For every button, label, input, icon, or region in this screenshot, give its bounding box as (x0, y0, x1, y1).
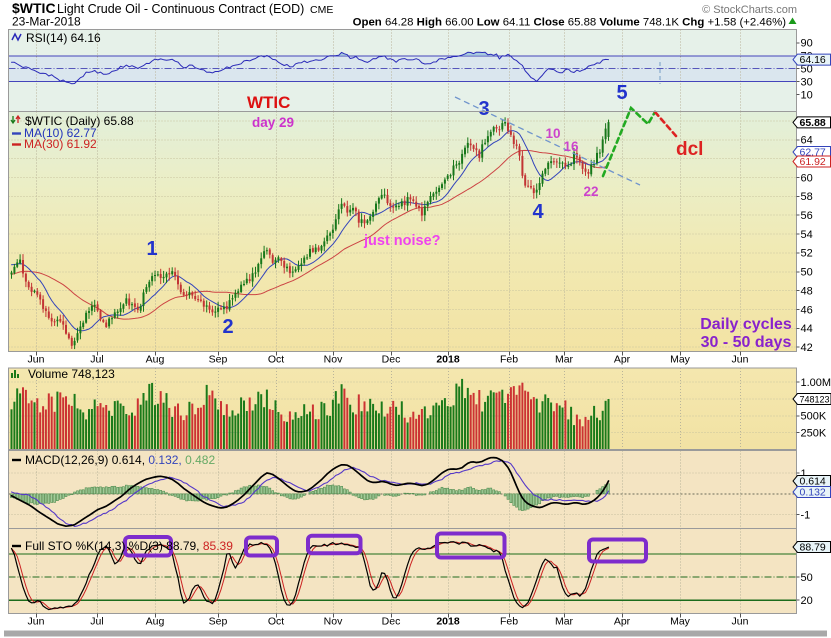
svg-text:Apr: Apr (614, 354, 631, 366)
svg-text:46: 46 (801, 304, 813, 316)
svg-text:1: 1 (146, 238, 157, 260)
svg-text:64.16: 64.16 (800, 54, 826, 66)
svg-text:Nov: Nov (324, 354, 343, 366)
svg-text:MA(30) 61.92: MA(30) 61.92 (24, 137, 97, 151)
svg-text:Feb: Feb (500, 616, 518, 628)
svg-text:3: 3 (478, 98, 489, 120)
svg-text:0.614: 0.614 (800, 476, 826, 488)
svg-text:16: 16 (563, 139, 579, 154)
svg-text:May: May (670, 354, 691, 366)
svg-text:Mar: Mar (555, 354, 574, 366)
svg-text:58: 58 (801, 191, 813, 203)
svg-text:Jul: Jul (90, 354, 103, 366)
svg-text:$WTIC: $WTIC (12, 0, 56, 16)
svg-text:0.132: 0.132 (800, 487, 826, 499)
svg-text:2018: 2018 (436, 354, 460, 366)
svg-text:1: 1 (801, 468, 807, 480)
svg-text:22: 22 (583, 184, 598, 199)
svg-text:Dec: Dec (382, 616, 401, 628)
svg-text:10: 10 (545, 126, 560, 141)
svg-text:Sep: Sep (209, 616, 228, 628)
svg-text:Oct: Oct (268, 616, 284, 628)
svg-text:2018: 2018 (436, 616, 460, 628)
svg-text:Jun: Jun (28, 616, 45, 628)
svg-text:748123: 748123 (800, 395, 830, 405)
svg-text:Aug: Aug (146, 616, 165, 628)
svg-text:© StockCharts.com: © StockCharts.com (702, 4, 797, 16)
svg-text:500K: 500K (801, 411, 827, 423)
svg-text:Jun: Jun (732, 354, 749, 366)
svg-text:10: 10 (801, 89, 813, 101)
svg-text:Light Crude Oil - Continuous C: Light Crude Oil - Continuous Contract (E… (57, 2, 304, 16)
svg-text:Mar: Mar (555, 616, 574, 628)
svg-text:Full STO %K(14,3) %D(3) 88.79,: Full STO %K(14,3) %D(3) 88.79, 85.39 (25, 539, 233, 553)
svg-text:Sep: Sep (209, 354, 228, 366)
svg-text:30 - 50 days: 30 - 50 days (701, 334, 792, 351)
svg-text:WTIC: WTIC (247, 93, 290, 112)
svg-text:Nov: Nov (324, 616, 343, 628)
svg-text:Dec: Dec (382, 354, 401, 366)
svg-text:$WTIC (Daily) 65.88: $WTIC (Daily) 65.88 (25, 114, 134, 128)
svg-text:88.79: 88.79 (800, 542, 826, 554)
svg-text:Jul: Jul (90, 616, 103, 628)
svg-text:Daily cycles: Daily cycles (700, 316, 792, 333)
svg-text:90: 90 (801, 38, 813, 50)
svg-text:MACD(12,26,9) 0.614, 0.132, 0.: MACD(12,26,9) 0.614, 0.132, 0.482 (25, 453, 215, 467)
svg-text:5: 5 (616, 82, 627, 104)
svg-text:52: 52 (801, 248, 813, 260)
svg-text:just noise?: just noise? (363, 233, 441, 249)
svg-text:Open 64.28 High 66.00 Low 64.1: Open 64.28 High 66.00 Low 64.11 Close 65… (353, 17, 787, 29)
svg-text:50: 50 (801, 64, 813, 76)
svg-text:RSI(14) 64.16: RSI(14) 64.16 (26, 31, 101, 45)
svg-text:4: 4 (532, 201, 544, 223)
svg-text:61.92: 61.92 (800, 156, 826, 168)
svg-text:48: 48 (801, 285, 813, 297)
svg-text:54: 54 (801, 229, 813, 241)
svg-text:65.88: 65.88 (800, 117, 826, 129)
svg-text:30: 30 (801, 76, 813, 88)
svg-text:Volume 748,123: Volume 748,123 (28, 367, 115, 381)
svg-text:day 29: day 29 (252, 115, 294, 130)
svg-text:MA(10) 62.77: MA(10) 62.77 (24, 126, 97, 140)
svg-text:-1: -1 (801, 510, 811, 522)
svg-text:50: 50 (801, 572, 813, 584)
svg-text:Jun: Jun (732, 616, 749, 628)
svg-text:42: 42 (801, 342, 813, 354)
svg-text:CME: CME (310, 4, 333, 16)
svg-text:dcl: dcl (676, 139, 703, 160)
svg-text:250K: 250K (801, 427, 827, 439)
svg-text:Feb: Feb (500, 354, 518, 366)
svg-text:44: 44 (801, 323, 813, 335)
svg-text:Apr: Apr (614, 616, 631, 628)
svg-text:56: 56 (801, 210, 813, 222)
svg-text:60: 60 (801, 172, 813, 184)
svg-text:May: May (670, 616, 691, 628)
svg-text:Jun: Jun (28, 354, 45, 366)
svg-text:50: 50 (801, 267, 813, 279)
svg-text:23-Mar-2018: 23-Mar-2018 (12, 15, 81, 29)
svg-text:1.00M: 1.00M (801, 377, 831, 389)
svg-text:2: 2 (222, 316, 233, 338)
svg-text:64: 64 (801, 135, 813, 147)
svg-text:20: 20 (801, 595, 813, 607)
svg-text:Aug: Aug (146, 354, 165, 366)
svg-text:Oct: Oct (268, 354, 284, 366)
